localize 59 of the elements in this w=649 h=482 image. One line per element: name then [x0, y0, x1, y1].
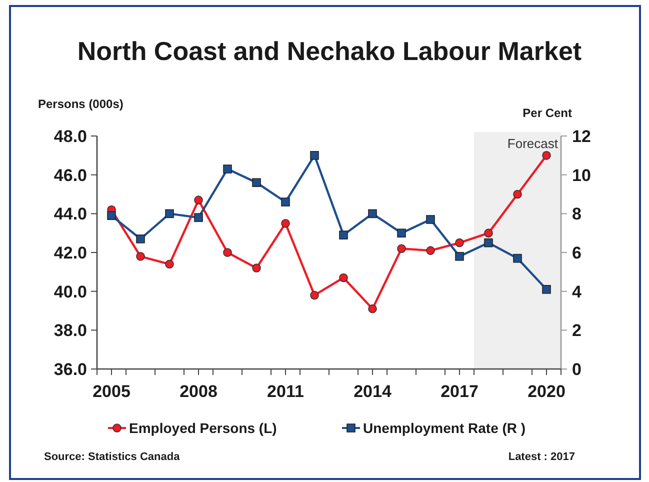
point — [252, 178, 261, 187]
y2-tick-label: 8 — [572, 204, 582, 224]
point — [310, 151, 319, 160]
point — [194, 213, 203, 222]
y-tick-label: 40.0 — [54, 282, 87, 302]
x-tick-label: 2020 — [528, 382, 566, 401]
y-tick-label: 44.0 — [54, 204, 87, 224]
point — [426, 246, 435, 255]
point — [107, 211, 116, 220]
point — [368, 304, 377, 314]
x-tick-label: 2005 — [92, 382, 130, 401]
y2-tick-label: 2 — [572, 321, 582, 340]
y2-axis-title: Per Cent — [522, 106, 572, 120]
y-tick-label: 48.0 — [54, 126, 87, 146]
text: Latest : 2017 — [508, 451, 575, 463]
point — [136, 252, 145, 261]
y2-tick-label: 0 — [572, 360, 582, 379]
point — [455, 252, 464, 261]
point — [165, 209, 174, 218]
point — [223, 248, 232, 257]
x-tick-label: 2008 — [180, 382, 218, 401]
y-tick-label: 42.0 — [54, 243, 87, 262]
y2-tick-label: 10 — [572, 166, 591, 185]
point — [397, 244, 406, 254]
y2-tick-label: 4 — [572, 282, 582, 302]
chart-title: North Coast and Nechako Labour Market — [77, 36, 582, 66]
point — [339, 273, 348, 282]
point — [281, 218, 290, 228]
x-tick-label: 2011 — [267, 382, 304, 401]
point — [165, 260, 174, 269]
y2-tick-label: 12 — [572, 126, 591, 146]
legend-label: Employed Persons (L) — [129, 420, 277, 436]
point — [484, 228, 493, 238]
band-label: Forecast — [507, 136, 558, 151]
point — [513, 254, 522, 263]
y-axis-title: Persons (000s) — [38, 97, 124, 111]
y-tick-label: 36.0 — [54, 360, 87, 379]
point — [136, 234, 145, 244]
y2-tick-label: 6 — [572, 243, 582, 262]
point — [542, 151, 551, 160]
point — [397, 228, 406, 238]
point — [223, 164, 232, 174]
x-tick-label: 2017 — [440, 382, 478, 401]
point — [194, 196, 203, 204]
point — [281, 198, 290, 206]
source-note: Source: Statistics Canada — [44, 451, 181, 463]
point — [542, 284, 551, 294]
y-tick-label: 46.0 — [54, 166, 87, 185]
point — [455, 238, 464, 248]
point — [484, 238, 493, 248]
point — [426, 215, 435, 224]
point — [252, 264, 261, 272]
y-tick-label: 38.0 — [54, 321, 87, 340]
point — [513, 190, 522, 199]
point — [368, 209, 377, 218]
legend-label: Unemployment Rate (R ) — [363, 420, 526, 436]
point — [339, 230, 348, 240]
point — [310, 290, 319, 300]
x-tick-label: 2014 — [354, 382, 392, 401]
